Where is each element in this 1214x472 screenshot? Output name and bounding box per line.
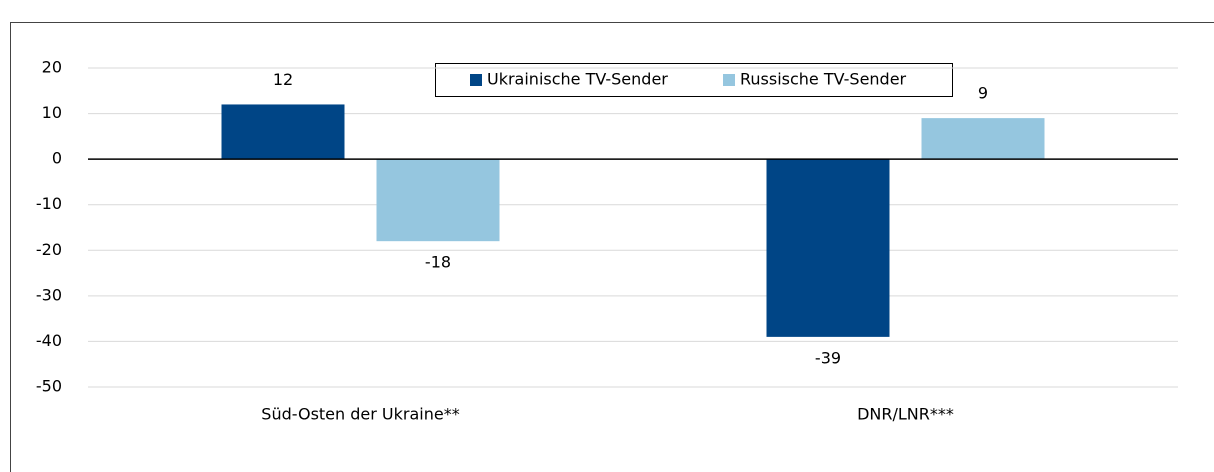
y-tick-label: 20 — [42, 58, 62, 77]
x-tick-label: Süd-Osten der Ukraine** — [261, 405, 459, 424]
value-label: 9 — [978, 84, 988, 103]
bar — [921, 118, 1045, 160]
y-tick-label: 10 — [42, 103, 62, 122]
legend-swatch — [470, 74, 482, 86]
y-tick-label: -20 — [36, 240, 62, 259]
legend-box — [435, 63, 953, 97]
x-tick-label: DNR/LNR*** — [857, 405, 954, 424]
chart-frame — [10, 22, 1214, 472]
value-label: -39 — [815, 348, 841, 367]
y-tick-label: -10 — [36, 194, 62, 213]
y-tick-label: -50 — [36, 377, 62, 396]
y-tick-label: 0 — [52, 149, 62, 168]
legend: Ukrainische TV-Sender Russische TV-Sender — [435, 63, 953, 97]
y-tick-label: -40 — [36, 331, 62, 350]
legend-label: Ukrainische TV-Sender — [487, 70, 668, 89]
bar — [221, 104, 345, 160]
value-label: 12 — [273, 70, 293, 89]
legend-swatch — [723, 74, 735, 86]
legend-label: Russische TV-Sender — [740, 70, 907, 89]
bar — [376, 159, 500, 242]
y-tick-label: -30 — [36, 285, 62, 304]
bar — [766, 159, 890, 337]
value-label: -18 — [425, 253, 451, 272]
